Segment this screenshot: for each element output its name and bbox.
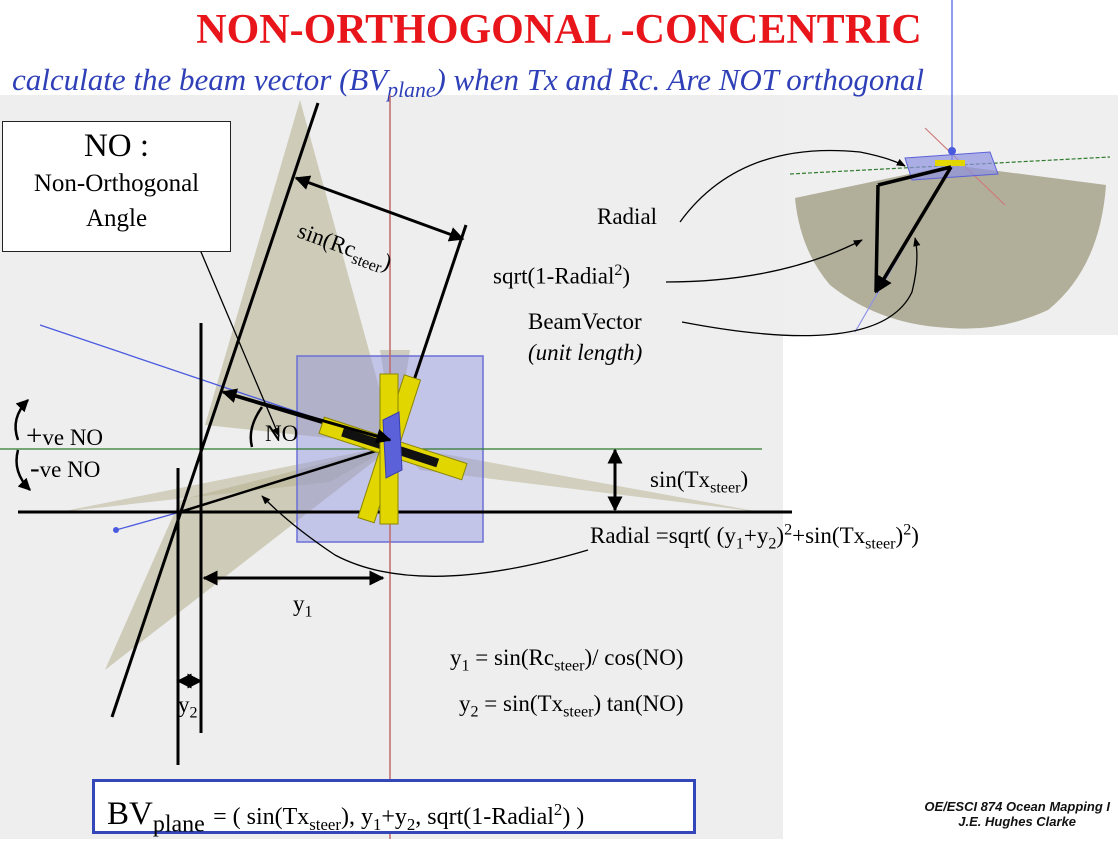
no-angle-arc [249, 406, 264, 448]
y2-label: y2 [178, 692, 198, 722]
credit-line-1: OE/ESCI 874 Ocean Mapping I [924, 799, 1110, 814]
bv-lhs-sub: plane [152, 811, 205, 838]
sin-tx-label: sin(Txsteer) [650, 467, 749, 497]
pos-no-curve-arrow [14, 399, 29, 441]
inset-beam-view [665, 0, 1111, 337]
radial-eq-pointer [261, 495, 589, 577]
bv-lhs: BV [107, 796, 153, 832]
pos-no-label: +ve NO [26, 420, 104, 452]
radial-label: Radial [597, 204, 658, 229]
sin-rc-arrow [294, 175, 465, 242]
y1-label: y1 [293, 591, 313, 621]
y2-equation: y2 = sin(Txsteer) tan(NO) [459, 691, 684, 721]
transmit-fan-right [395, 445, 760, 512]
page-subtitle: calculate the beam vector (BVplane) when… [12, 62, 925, 103]
neg-no-curve-arrow [15, 449, 31, 491]
no-box-pointer [189, 225, 280, 437]
rc-fan-edge-left [110, 102, 320, 718]
transducer-blue-element [382, 411, 403, 479]
no-perpendicular-arrow [221, 388, 392, 444]
no-angle-label: NO [265, 421, 299, 446]
no-box-line-2: Angle [85, 205, 148, 232]
no-definition-box: NO : Non-Orthogonal Angle [2, 121, 231, 252]
bv-formula-box: BVplane = ( sin(Txsteer), y1+y2, sqrt(1-… [92, 779, 696, 838]
receive-fan-upper [205, 100, 395, 445]
neg-no-label: -ve NO [30, 452, 101, 484]
bv-rhs: = ( sin(Txsteer), y1+y2, sqrt(1-Radial2)… [213, 800, 585, 834]
radial-equation: Radial =sqrt( (y1+y2)2+sin(Txsteer)2) [590, 521, 919, 553]
no-box-line-1: Non-Orthogonal [33, 170, 200, 197]
beam-vector-label: BeamVector [528, 309, 642, 334]
course-credit: OE/ESCI 874 Ocean Mapping I J.E. Hughes … [924, 799, 1110, 829]
transmit-fan-left [60, 445, 395, 512]
unit-length-label: (unit length) [528, 340, 643, 365]
blue-axis-line-lower [115, 511, 181, 531]
no-box-heading: NO : [83, 128, 150, 164]
y1-equation: y1 = sin(Rcsteer)/ cos(NO) [450, 645, 684, 675]
page-title: NON-ORTHOGONAL -CONCENTRIC [196, 7, 922, 53]
beam-to-origin [179, 443, 396, 514]
blue-point [113, 527, 119, 533]
sqrt-radial-label: sqrt(1-Radial2) [493, 262, 631, 289]
credit-line-2: J.E. Hughes Clarke [958, 814, 1077, 829]
